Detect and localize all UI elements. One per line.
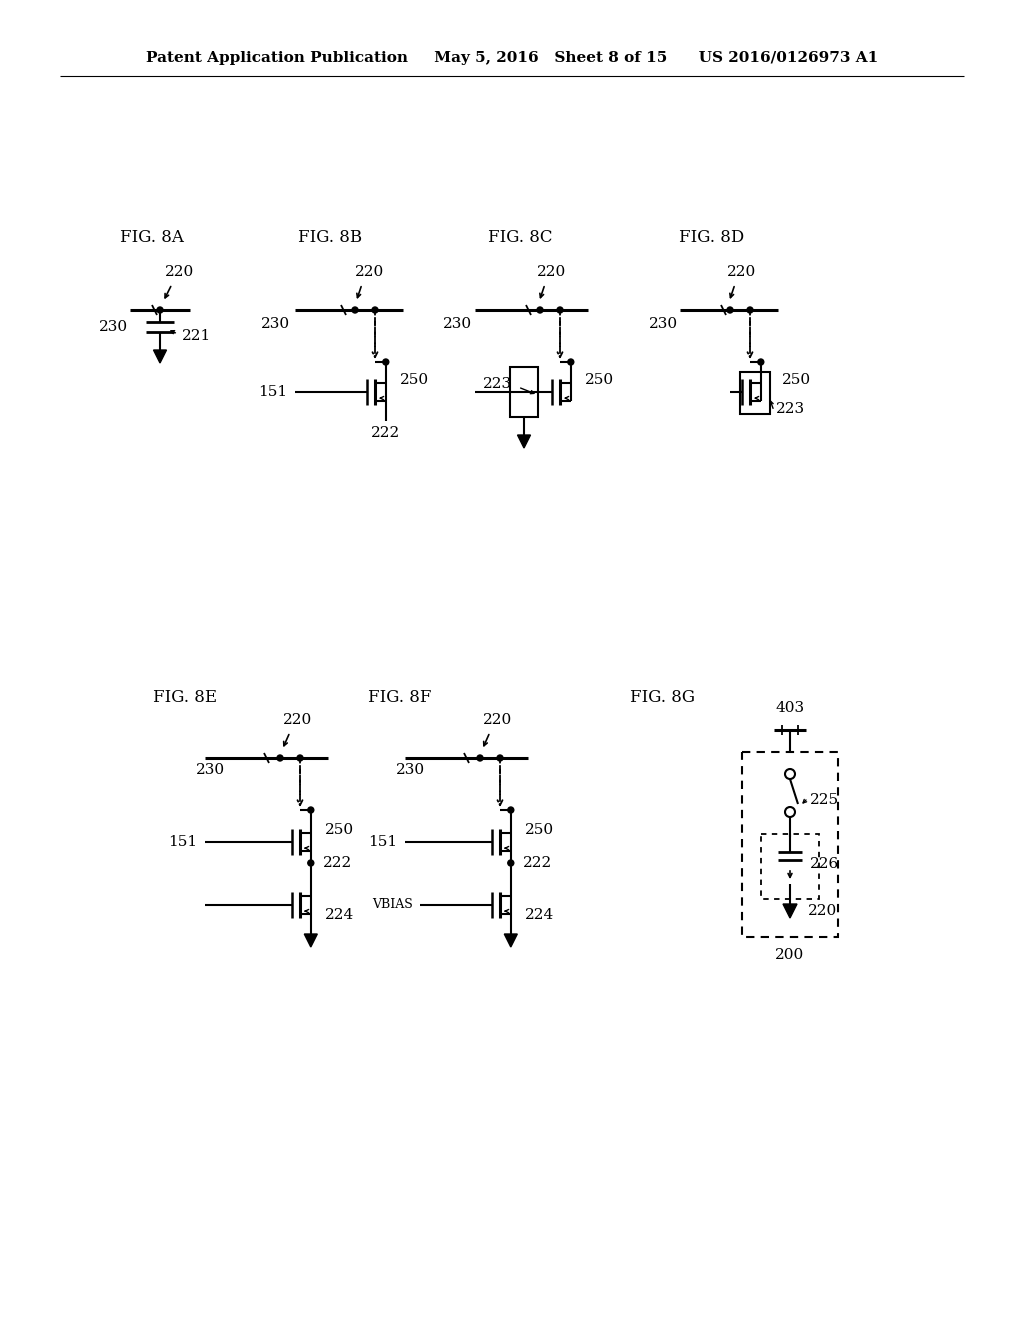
Polygon shape	[783, 904, 797, 917]
Text: 250: 250	[585, 374, 614, 387]
Text: 223: 223	[483, 378, 512, 391]
Text: FIG. 8B: FIG. 8B	[298, 228, 362, 246]
Circle shape	[758, 359, 764, 366]
Text: 151: 151	[368, 836, 397, 849]
Circle shape	[308, 861, 313, 866]
Text: FIG. 8F: FIG. 8F	[369, 689, 432, 706]
Polygon shape	[304, 935, 317, 946]
Text: 403: 403	[775, 701, 805, 715]
Polygon shape	[517, 436, 530, 447]
Text: 224: 224	[524, 908, 554, 921]
Circle shape	[157, 308, 163, 313]
Bar	[510, 367, 538, 417]
Circle shape	[508, 861, 514, 866]
Circle shape	[278, 755, 283, 762]
Text: FIG. 8E: FIG. 8E	[153, 689, 217, 706]
Circle shape	[477, 755, 483, 762]
Circle shape	[567, 359, 573, 366]
Text: 230: 230	[261, 317, 290, 331]
Text: FIG. 8D: FIG. 8D	[679, 228, 744, 246]
Text: 250: 250	[524, 822, 554, 837]
Text: 222: 222	[323, 855, 352, 870]
Text: 250: 250	[399, 374, 429, 387]
Polygon shape	[154, 350, 167, 363]
Text: 220: 220	[165, 265, 195, 279]
Text: 222: 222	[523, 855, 552, 870]
Text: FIG. 8A: FIG. 8A	[120, 228, 184, 246]
Text: 230: 230	[99, 319, 128, 334]
Circle shape	[352, 308, 358, 313]
Circle shape	[372, 308, 378, 313]
Text: 250: 250	[782, 374, 811, 387]
Circle shape	[537, 308, 543, 313]
Text: 230: 230	[396, 763, 425, 777]
Text: 226: 226	[810, 857, 840, 871]
Text: 151: 151	[258, 385, 287, 399]
Circle shape	[727, 308, 733, 313]
Text: 200: 200	[775, 948, 805, 962]
Circle shape	[297, 755, 303, 762]
Text: 250: 250	[325, 822, 354, 837]
Text: 220: 220	[355, 265, 385, 279]
Text: VBIAS: VBIAS	[373, 899, 413, 912]
Circle shape	[497, 755, 503, 762]
Text: FIG. 8G: FIG. 8G	[630, 689, 694, 706]
Bar	[740, 372, 770, 414]
Text: 224: 224	[325, 908, 354, 921]
Text: 225: 225	[810, 793, 839, 807]
Bar	[742, 752, 838, 937]
Circle shape	[746, 308, 753, 313]
Circle shape	[383, 359, 389, 366]
Text: 220: 220	[727, 265, 757, 279]
Text: Patent Application Publication     May 5, 2016   Sheet 8 of 15      US 2016/0126: Patent Application Publication May 5, 20…	[145, 51, 879, 65]
Text: 230: 230	[649, 317, 678, 331]
Text: 220: 220	[483, 713, 513, 727]
Text: 220: 220	[284, 713, 312, 727]
Circle shape	[557, 308, 563, 313]
Text: 151: 151	[168, 836, 197, 849]
Text: 230: 230	[196, 763, 225, 777]
Circle shape	[308, 807, 313, 813]
Text: 221: 221	[182, 329, 211, 343]
Text: 220: 220	[808, 904, 838, 917]
Text: 222: 222	[371, 426, 400, 440]
Text: 230: 230	[442, 317, 472, 331]
Circle shape	[508, 807, 514, 813]
Text: 220: 220	[538, 265, 566, 279]
Bar	[761, 834, 819, 899]
Polygon shape	[504, 935, 517, 946]
Text: 223: 223	[776, 403, 805, 416]
Text: FIG. 8C: FIG. 8C	[487, 228, 552, 246]
